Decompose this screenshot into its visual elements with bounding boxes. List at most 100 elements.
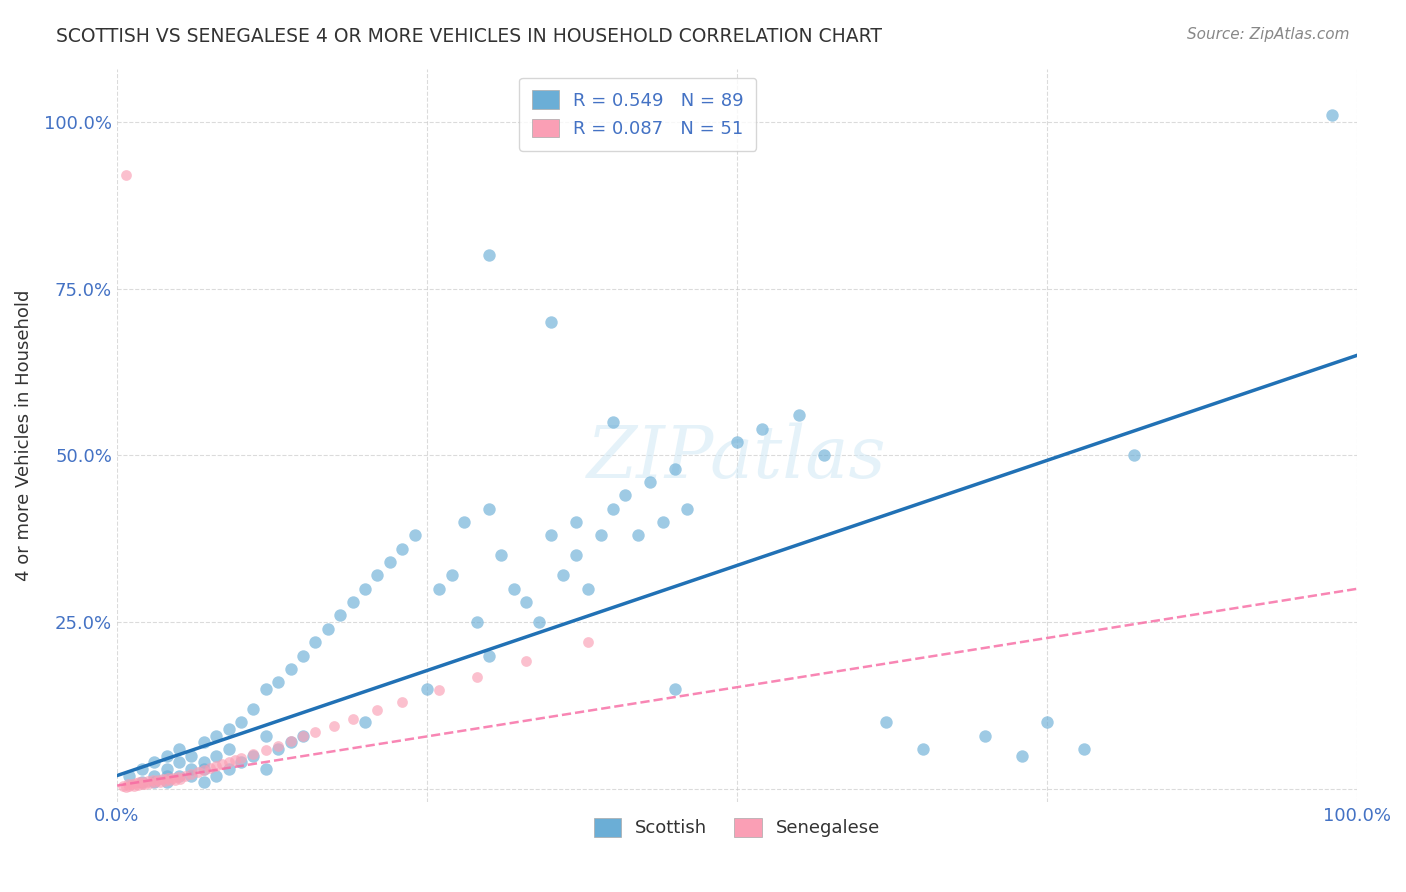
Scottish xyxy=(167,756,190,770)
Scottish xyxy=(155,775,177,789)
Senegalese xyxy=(193,764,215,778)
Senegalese xyxy=(117,777,139,791)
Senegalese xyxy=(124,779,146,793)
Senegalese xyxy=(291,729,314,743)
Scottish xyxy=(267,675,290,690)
Senegalese xyxy=(162,771,184,785)
Scottish xyxy=(205,729,228,743)
Scottish xyxy=(354,715,377,730)
Senegalese xyxy=(152,772,174,786)
Scottish xyxy=(304,635,326,649)
Senegalese xyxy=(198,761,221,775)
Scottish xyxy=(787,409,810,423)
Senegalese xyxy=(229,751,252,765)
Senegalese xyxy=(155,773,177,788)
Scottish xyxy=(453,515,475,529)
Scottish xyxy=(1073,742,1095,756)
Scottish xyxy=(254,681,277,696)
Scottish xyxy=(143,775,166,789)
Scottish xyxy=(180,768,202,782)
Scottish xyxy=(478,501,501,516)
Scottish xyxy=(614,488,637,502)
Text: ZIPatlas: ZIPatlas xyxy=(588,422,887,492)
Senegalese xyxy=(121,776,143,790)
Scottish xyxy=(280,735,302,749)
Scottish xyxy=(316,622,339,636)
Senegalese xyxy=(224,753,246,767)
Senegalese xyxy=(149,774,172,789)
Scottish xyxy=(576,582,599,596)
Senegalese xyxy=(267,739,290,753)
Senegalese xyxy=(304,724,326,739)
Scottish xyxy=(242,702,264,716)
Scottish xyxy=(291,729,314,743)
Scottish xyxy=(254,762,277,776)
Scottish xyxy=(155,768,177,782)
Scottish xyxy=(725,435,748,450)
Senegalese xyxy=(165,772,187,787)
Scottish xyxy=(491,549,513,563)
Senegalese xyxy=(180,767,202,781)
Senegalese xyxy=(127,778,149,792)
Scottish xyxy=(651,515,673,529)
Scottish xyxy=(416,681,439,696)
Senegalese xyxy=(114,780,136,794)
Senegalese xyxy=(342,712,364,726)
Senegalese xyxy=(323,718,346,732)
Scottish xyxy=(589,528,612,542)
Senegalese xyxy=(187,765,209,780)
Scottish xyxy=(193,775,215,789)
Scottish xyxy=(502,582,524,596)
Scottish xyxy=(974,729,997,743)
Senegalese xyxy=(112,779,135,793)
Scottish xyxy=(180,748,202,763)
Scottish xyxy=(875,715,897,730)
Scottish xyxy=(565,549,588,563)
Senegalese xyxy=(136,773,159,788)
Scottish xyxy=(242,748,264,763)
Scottish xyxy=(813,449,835,463)
Scottish xyxy=(540,528,562,542)
Scottish xyxy=(440,568,463,582)
Scottish xyxy=(429,582,451,596)
Senegalese xyxy=(254,743,277,757)
Senegalese xyxy=(114,168,136,182)
Scottish xyxy=(1036,715,1059,730)
Scottish xyxy=(267,742,290,756)
Scottish xyxy=(553,568,575,582)
Scottish xyxy=(391,541,413,556)
Scottish xyxy=(229,756,252,770)
Scottish xyxy=(193,756,215,770)
Senegalese xyxy=(515,654,537,668)
Scottish xyxy=(540,315,562,329)
Scottish xyxy=(342,595,364,609)
Scottish xyxy=(167,742,190,756)
Scottish xyxy=(280,662,302,676)
Senegalese xyxy=(118,779,141,793)
Scottish xyxy=(193,735,215,749)
Senegalese xyxy=(124,776,146,790)
Scottish xyxy=(1122,449,1144,463)
Scottish xyxy=(131,775,153,789)
Senegalese xyxy=(366,703,388,717)
Scottish xyxy=(664,681,686,696)
Scottish xyxy=(354,582,377,596)
Scottish xyxy=(155,762,177,776)
Scottish xyxy=(291,648,314,663)
Scottish xyxy=(527,615,550,629)
Scottish xyxy=(478,648,501,663)
Senegalese xyxy=(142,773,165,788)
Senegalese xyxy=(242,747,264,762)
Scottish xyxy=(565,515,588,529)
Scottish xyxy=(1322,108,1344,122)
Senegalese xyxy=(205,759,228,773)
Senegalese xyxy=(280,734,302,748)
Scottish xyxy=(366,568,388,582)
Senegalese xyxy=(156,771,179,785)
Text: SCOTTISH VS SENEGALESE 4 OR MORE VEHICLES IN HOUSEHOLD CORRELATION CHART: SCOTTISH VS SENEGALESE 4 OR MORE VEHICLE… xyxy=(56,27,882,45)
Scottish xyxy=(602,501,624,516)
Text: Source: ZipAtlas.com: Source: ZipAtlas.com xyxy=(1187,27,1350,42)
Y-axis label: 4 or more Vehicles in Household: 4 or more Vehicles in Household xyxy=(15,290,32,581)
Senegalese xyxy=(146,772,169,787)
Senegalese xyxy=(132,774,155,789)
